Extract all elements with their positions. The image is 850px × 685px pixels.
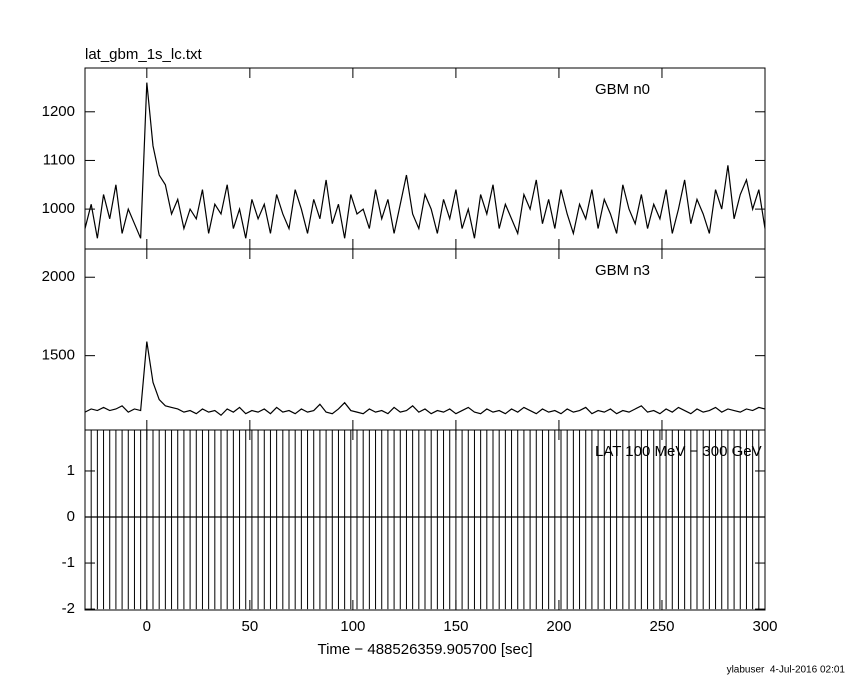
chart-title: lat_gbm_1s_lc.txt [85,46,203,63]
panel-label: GBM n3 [595,262,650,279]
panel-frame [84,67,766,250]
x-tick-label: 200 [546,618,571,635]
y-tick-label: -2 [62,600,75,617]
x-tick-label: 100 [340,618,365,635]
x-tick-label: 250 [649,618,674,635]
y-tick-label: 1100 [43,151,75,168]
x-tick-label: 150 [443,618,468,635]
panel-label: GBM n0 [595,81,650,98]
x-tick-label: 300 [752,618,777,635]
series-line [84,341,766,417]
y-tick-label: 1500 [42,347,75,364]
y-tick-label: 2000 [42,268,75,285]
y-tick-label: -1 [62,554,75,571]
x-axis-label: Time − 488526359.905700 [sec] [317,641,532,658]
footer: ylabuser 4-Jul-2016 02:01 [727,665,846,676]
x-tick-label: 50 [242,618,259,635]
y-tick-label: 1000 [42,200,75,217]
y-tick-label: 1200 [42,103,75,120]
y-tick-label: 0 [67,508,75,525]
x-tick-label: 0 [143,618,151,635]
series-line [84,82,766,239]
panel-frame [84,248,766,431]
y-tick-label: 1 [67,462,75,479]
